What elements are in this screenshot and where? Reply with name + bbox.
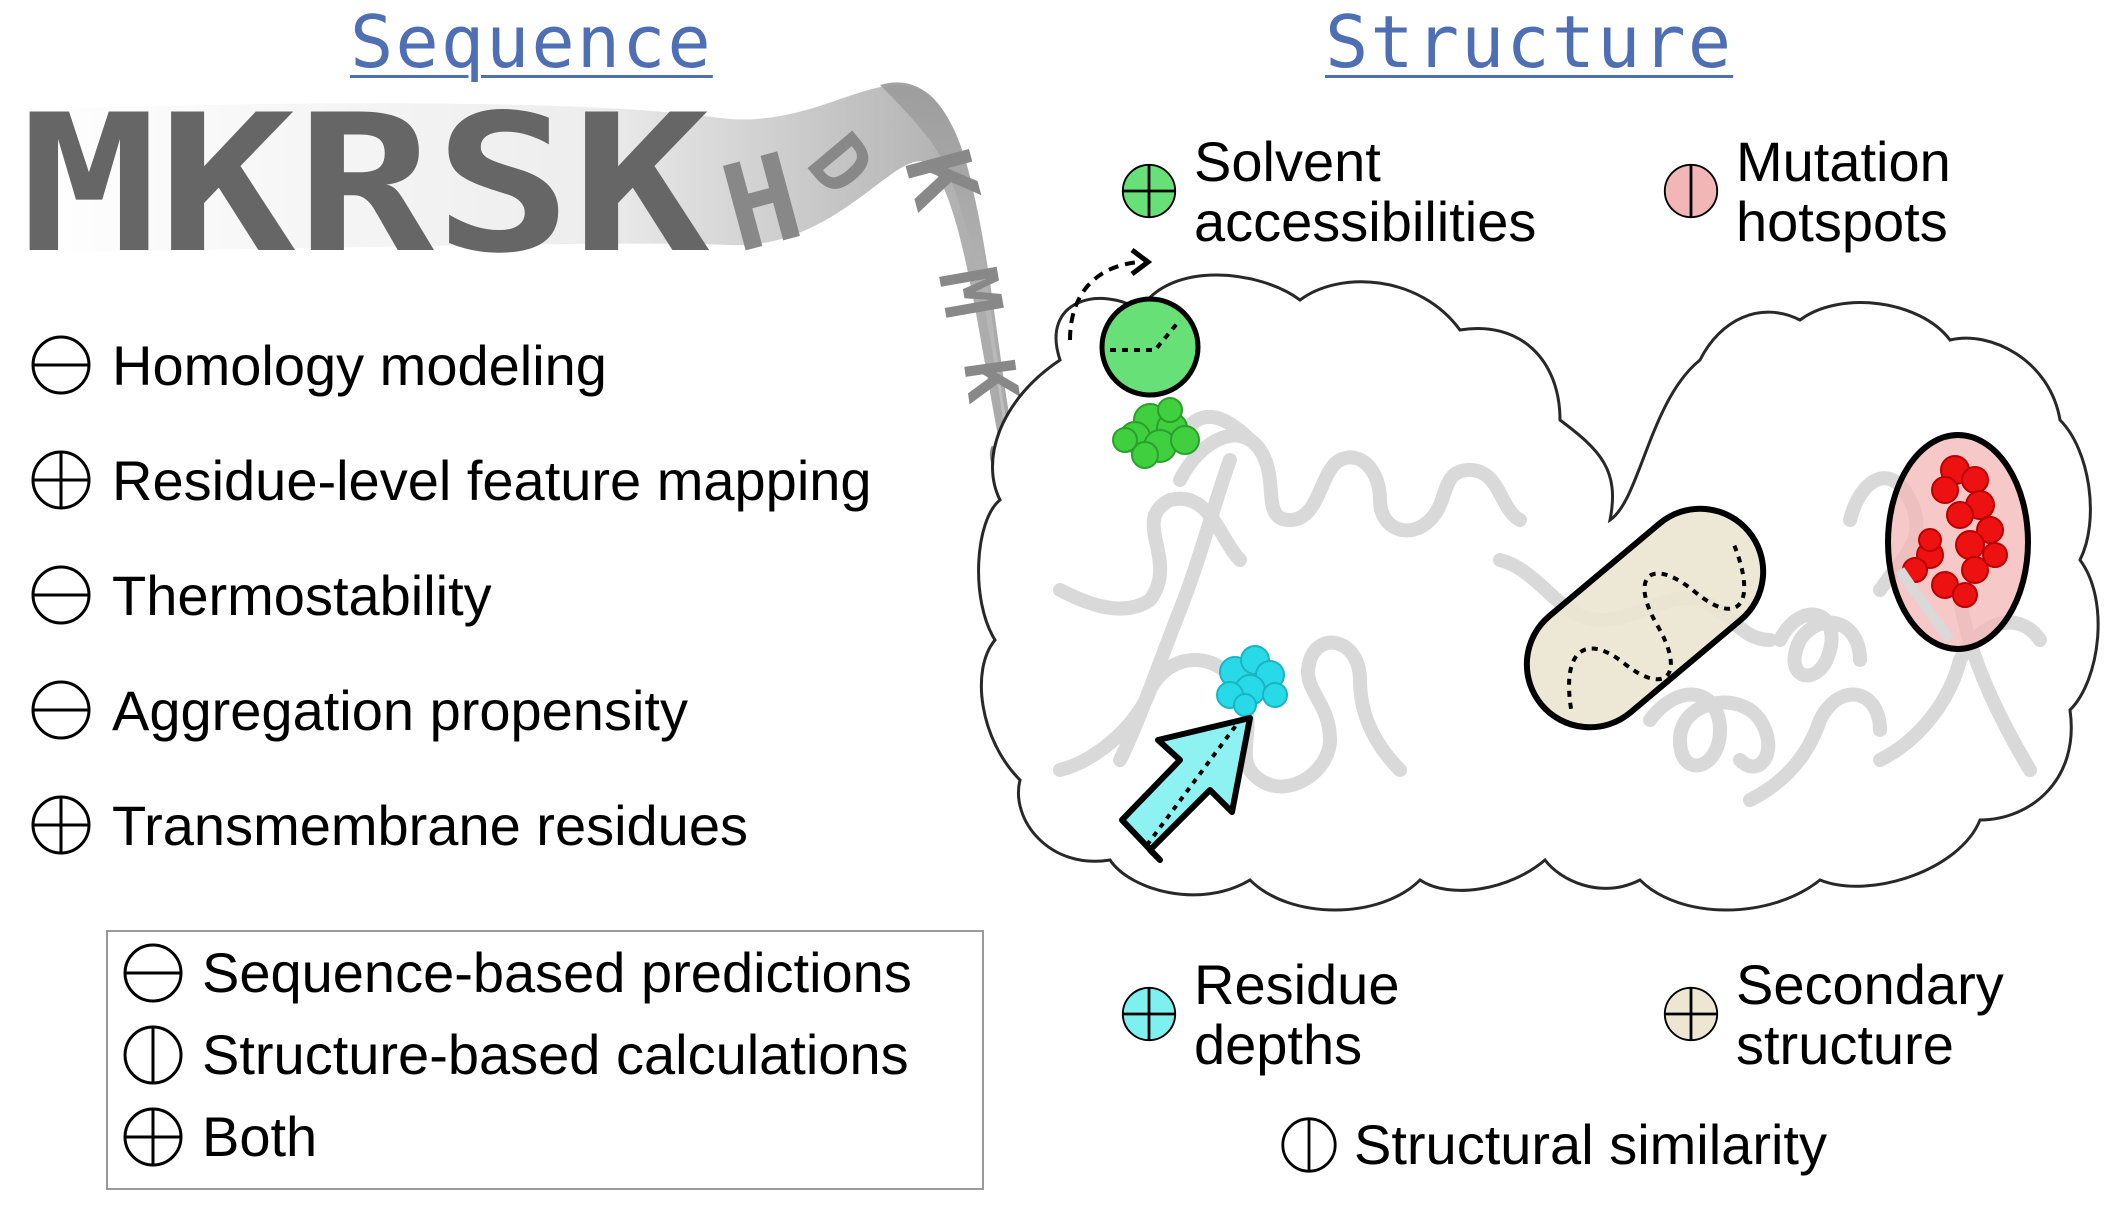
feature-aggregation-propensity: Aggregation propensity [30,675,688,745]
feature-label: Thermostability [112,563,492,627]
secondary-site [1523,505,1767,731]
mutation-label-text: Mutation hotspots [1736,130,1951,253]
sequence-ribbon-twist [880,82,1060,595]
feature-label: Aggregation propensity [112,678,688,742]
mutation-site [1885,432,2031,652]
secondary-label-text: Secondary structure [1736,953,2004,1076]
feature-thermostability: Thermostability [30,560,492,630]
feature-label: Residue-level feature mapping [112,448,872,512]
sequence-letters: MKRSK [20,74,710,295]
sequence-based-icon [31,565,91,625]
structure-based-icon [123,1025,183,1084]
depth-label-text: Residue depths [1194,953,1400,1076]
feature-homology-modeling: Homology modeling [30,330,607,400]
sequence-based-icon [31,680,91,740]
legend-row-both: Both [122,1104,317,1169]
sequence-ribbon [20,85,1060,600]
legend-label: Structure-based calculations [202,1023,909,1086]
svg-text:M: M [920,261,1020,325]
feature-residue-level-mapping: Residue-level feature mapping [30,445,872,515]
symbol-legend: Sequence-based predictions Structure-bas… [106,930,984,1190]
both-icon [1121,163,1177,219]
sequence-heading: Sequence [350,0,713,84]
both-icon [123,1107,183,1166]
depth-site [1119,645,1288,863]
both-icon [1121,986,1177,1042]
mutation-hotspots-label: Mutation hotspots [1662,132,1951,252]
structural-similarity-label: Structural similarity [1280,1115,1827,1175]
legend-label: Both [202,1105,318,1168]
both-icon [1663,986,1719,1042]
legend-row-structure: Structure-based calculations [122,1022,909,1087]
legend-label: Sequence-based predictions [202,941,912,1004]
solvent-site [1068,248,1201,469]
structure-heading: Structure [1325,0,1734,84]
legend-row-sequence: Sequence-based predictions [122,940,912,1005]
similarity-label-text: Structural similarity [1354,1113,1827,1176]
solvent-accessibilities-label: Solvent accessibilities [1120,132,1536,252]
sequence-based-icon [123,943,183,1002]
feature-transmembrane-residues: Transmembrane residues [30,790,748,860]
residue-depths-label: Residue depths [1120,955,1399,1075]
structure-based-icon [1663,163,1719,219]
secondary-structure-label: Secondary structure [1662,955,2004,1075]
feature-label: Homology modeling [112,333,607,397]
solvent-label-text: Solvent accessibilities [1194,130,1537,253]
both-icon [31,450,91,510]
both-icon [31,795,91,855]
structure-based-icon [1281,1117,1337,1173]
feature-label: Transmembrane residues [112,793,748,857]
sequence-based-icon [31,335,91,395]
